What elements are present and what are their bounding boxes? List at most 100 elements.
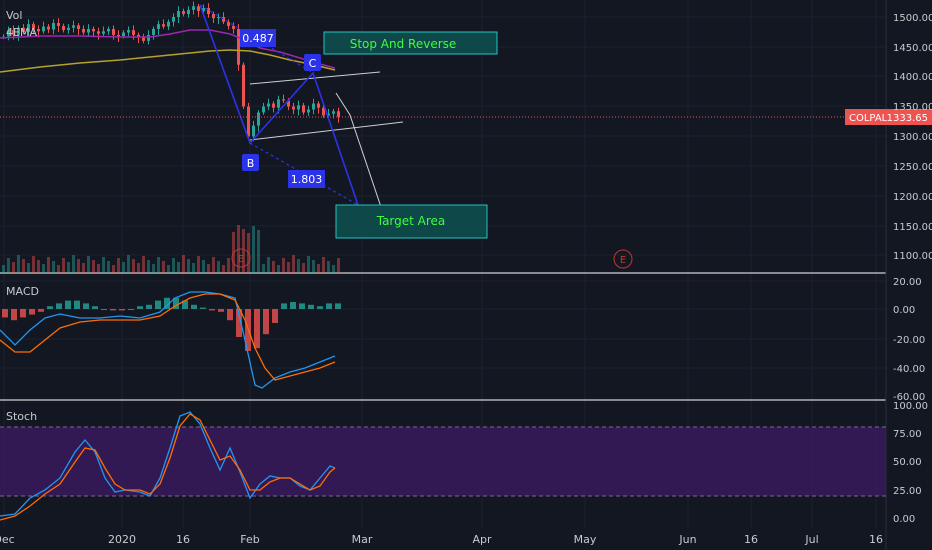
candle-body: [152, 28, 155, 35]
candle-body: [137, 34, 140, 38]
candle-body: [107, 28, 110, 32]
volume-bar: [107, 261, 110, 273]
volume-bar: [217, 261, 220, 273]
volume-bar: [37, 260, 40, 273]
candle-body: [47, 26, 50, 30]
ratio-label-xc[interactable]: 0.487: [240, 29, 276, 47]
macd-histogram-bar: [227, 309, 233, 321]
candle-body: [242, 64, 245, 107]
target-area-box[interactable]: Target Area: [335, 204, 488, 239]
legend-ema[interactable]: 4EMA: [6, 26, 37, 39]
candle-body: [92, 28, 95, 32]
volume-bar: [337, 258, 340, 273]
pattern-point-b-label: B: [247, 157, 255, 170]
projection-line[interactable]: [335, 92, 383, 211]
time-tick-label: Dec: [0, 533, 15, 546]
price-tick-label: 1500.00: [893, 13, 932, 24]
macd-histogram-bar: [2, 309, 8, 318]
candlesticks[interactable]: [2, 1, 340, 142]
stoch-d-line: [0, 413, 336, 521]
candle-body: [227, 21, 230, 26]
time-tick-label: Apr: [472, 533, 492, 546]
volume-bar: [187, 259, 190, 273]
candle-body: [217, 17, 220, 19]
price-tick-label: 1250.00: [893, 162, 932, 173]
volume-bar: [52, 261, 55, 273]
volume-bar: [252, 226, 255, 273]
volume-bar: [147, 260, 150, 273]
volume-bar: [22, 259, 25, 273]
candle-body: [222, 17, 225, 22]
volume-bar: [17, 255, 20, 273]
candle-body: [57, 22, 60, 26]
time-tick-label: Jun: [678, 533, 696, 546]
pattern-point-c[interactable]: C: [304, 54, 321, 71]
candle-body: [67, 27, 70, 31]
price-axis[interactable]: 1500.00 1450.00 1400.00 1350.00 1300.00 1250.…: [893, 13, 932, 262]
price-tick-label: 1100.00: [893, 251, 932, 262]
candle-body: [87, 28, 90, 33]
stoch-pane-title[interactable]: Stoch: [6, 410, 37, 423]
macd-histogram-bar: [317, 306, 323, 309]
macd-tick-label: 0.00: [893, 305, 915, 316]
candle-body: [132, 30, 135, 35]
time-tick-label: 16: [744, 533, 758, 546]
macd-histogram-bar: [254, 309, 260, 349]
macd-pane-title[interactable]: MACD: [6, 285, 39, 298]
symbol-price-tag[interactable]: COLPAL 1333.65: [845, 109, 932, 125]
candle-body: [327, 113, 330, 116]
candle-body: [262, 106, 265, 113]
volume-bar: [117, 258, 120, 273]
candle-body: [307, 109, 310, 113]
volume-bar: [182, 255, 185, 273]
macd-histogram-bar: [137, 306, 143, 309]
ratio-label-bd[interactable]: 1.803: [288, 170, 325, 188]
legend-vol[interactable]: Vol: [6, 9, 22, 22]
candle-body: [17, 27, 20, 35]
stop-and-reverse-box[interactable]: Stop And Reverse: [323, 31, 498, 55]
macd-histogram-bar: [110, 309, 116, 311]
pattern-line[interactable]: [199, 4, 359, 206]
volume-bar: [317, 264, 320, 273]
volume-bar: [267, 257, 270, 273]
stoch-tick-label: 50.00: [893, 457, 922, 468]
volume-bar: [102, 257, 105, 273]
macd-axis[interactable]: 20.00 0.00 -20.00 -40.00 -60.00: [893, 277, 925, 403]
pattern-ratio-line-xc: [199, 4, 314, 74]
volume-bar: [192, 263, 195, 273]
volume-bar: [282, 258, 285, 273]
stoch-axis[interactable]: 100.00 75.00 50.00 25.00 0.00: [893, 401, 928, 525]
macd-histogram-bar: [200, 307, 206, 309]
earnings-marker-2-label: E: [620, 255, 626, 266]
time-tick-label: Jul: [804, 533, 818, 546]
pattern-point-b[interactable]: B: [242, 154, 259, 171]
macd-histogram-bar: [146, 304, 152, 309]
target-area-text: Target Area: [376, 214, 446, 228]
earnings-marker-2[interactable]: E: [613, 249, 633, 269]
time-axis[interactable]: Dec 2020 16 Feb Mar Apr May Jun 16 Jul 16: [0, 533, 883, 546]
volume-bar: [262, 264, 265, 273]
ratio-bd-text: 1.803: [291, 173, 323, 186]
volume-bar: [127, 255, 130, 273]
candle-body: [112, 28, 115, 35]
candle-body: [157, 24, 160, 29]
macd-signal-line: [0, 293, 336, 381]
candle-body: [287, 100, 290, 107]
macd-histogram-bar: [263, 309, 269, 335]
candle-body: [177, 11, 180, 17]
ema-long-line: [0, 49, 336, 73]
macd-histogram-bar: [335, 303, 341, 309]
time-tick-label: Mar: [352, 533, 373, 546]
candle-body: [182, 11, 185, 15]
candle-body: [142, 37, 145, 41]
candle-body: [207, 8, 210, 15]
earnings-marker-1[interactable]: E: [231, 248, 251, 268]
volume-bar: [2, 265, 5, 273]
price-tick-label: 1450.00: [893, 43, 932, 54]
macd-histogram-bar: [74, 300, 80, 309]
macd-histogram-bar: [299, 303, 305, 309]
candle-body: [37, 28, 40, 32]
channel-lower-line[interactable]: [249, 121, 404, 141]
candle-body: [102, 31, 105, 34]
